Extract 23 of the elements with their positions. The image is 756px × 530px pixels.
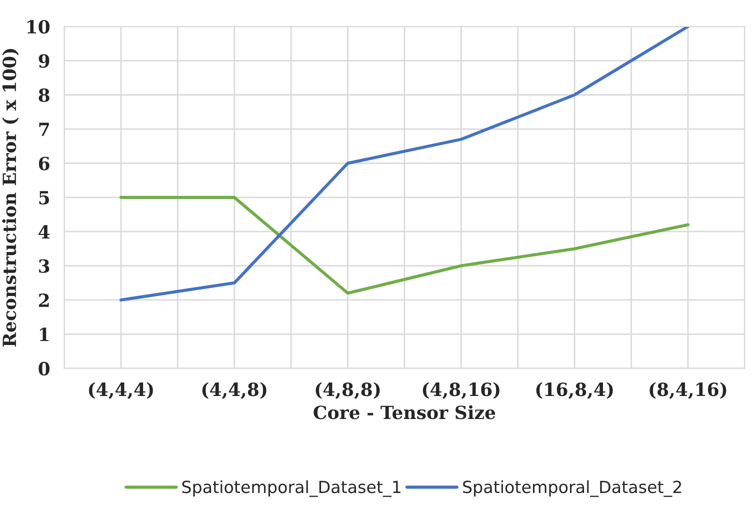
y-tick-label: 9 <box>38 54 50 68</box>
y-tick-label: 3 <box>39 259 50 273</box>
x-axis-title: Core - Tensor Size <box>314 405 496 420</box>
x-tick-label: (4,8,8) <box>316 382 380 399</box>
line-series <box>119 196 690 295</box>
y-tick-label: 7 <box>39 122 49 136</box>
line-series <box>119 26 690 302</box>
x-tick-label: (4,4,4) <box>88 382 153 399</box>
y-tick-label: 8 <box>38 88 50 102</box>
y-tick-label: 1 <box>40 328 49 342</box>
x-tick-label: (16,8,4) <box>536 382 613 399</box>
y-tick-label: 2 <box>39 293 49 307</box>
y-tick-label: 10 <box>27 20 50 34</box>
y-axis-title: Reconstruction Error ( x 100) <box>2 49 19 347</box>
y-tick-label: 4 <box>38 225 50 238</box>
legend-label: Spatiotemporal_Dataset_1 <box>182 480 400 497</box>
x-tick-label: (4,4,8) <box>202 382 266 399</box>
legend-label: Spatiotemporal_Dataset_2 <box>463 480 682 497</box>
y-tick-label: 0 <box>38 362 50 376</box>
x-tick-label: (8,4,16) <box>650 382 726 399</box>
x-tick-label: (4,8,16) <box>422 382 500 399</box>
y-tick-label: 6 <box>38 156 50 170</box>
y-tick-label: 5 <box>39 191 50 205</box>
